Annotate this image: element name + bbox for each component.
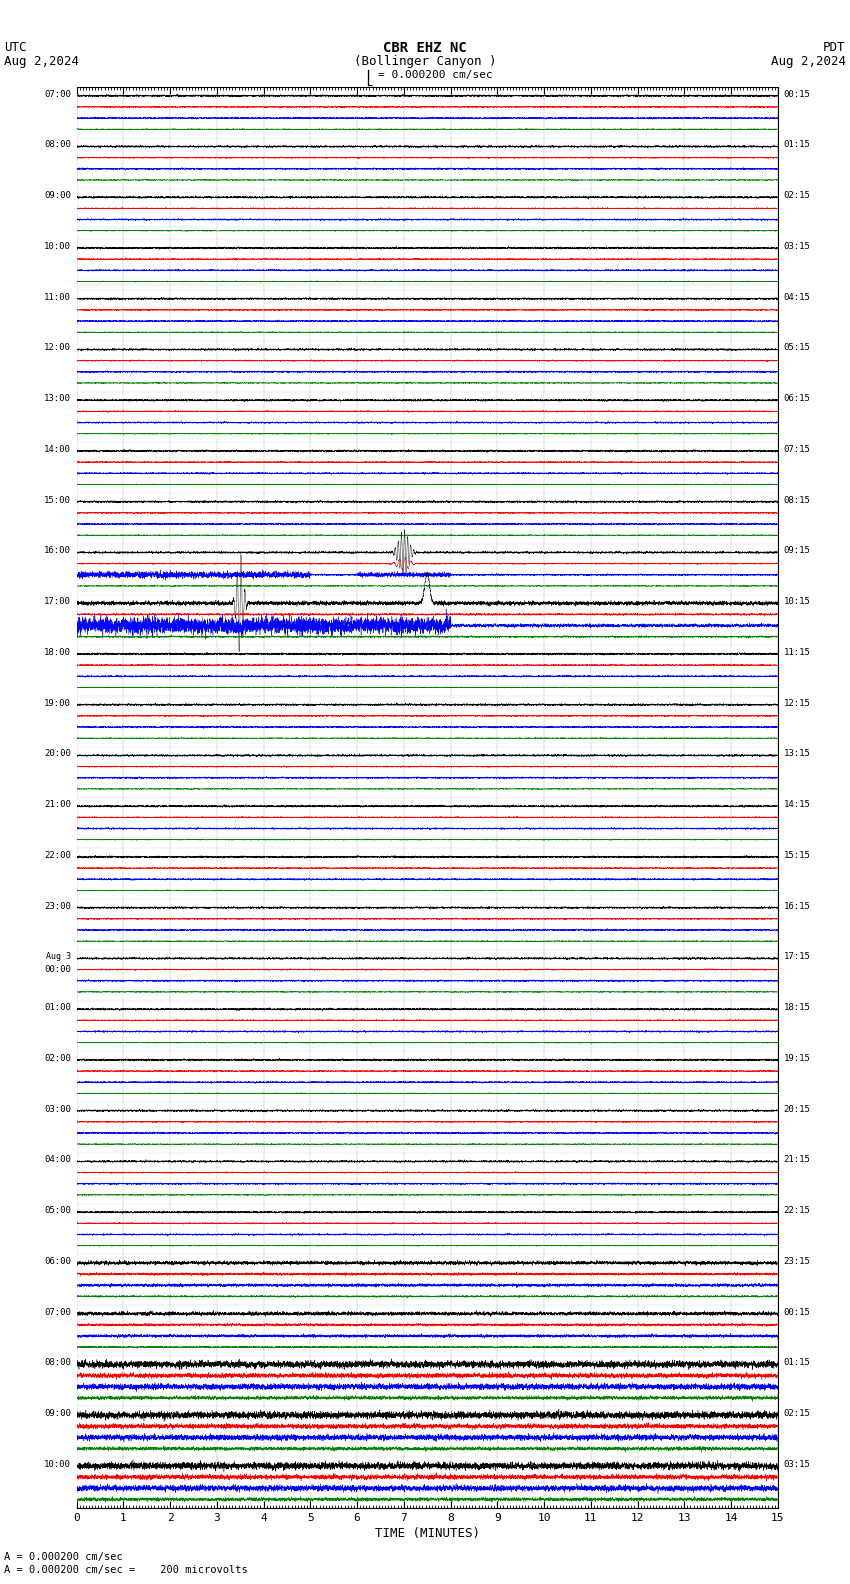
Text: A = 0.000200 cm/sec =    200 microvolts: A = 0.000200 cm/sec = 200 microvolts — [4, 1565, 248, 1574]
Text: 10:00: 10:00 — [44, 242, 71, 250]
Text: 00:15: 00:15 — [784, 1307, 810, 1316]
Text: 02:15: 02:15 — [784, 192, 810, 200]
Text: 21:15: 21:15 — [784, 1155, 810, 1164]
Text: 01:15: 01:15 — [784, 1357, 810, 1367]
Text: 14:00: 14:00 — [44, 445, 71, 455]
Text: 08:00: 08:00 — [44, 1357, 71, 1367]
Text: 02:15: 02:15 — [784, 1410, 810, 1418]
Text: Aug 2,2024: Aug 2,2024 — [771, 55, 846, 68]
Text: CBR EHZ NC: CBR EHZ NC — [383, 41, 467, 55]
Text: 20:15: 20:15 — [784, 1104, 810, 1114]
Text: 23:00: 23:00 — [44, 901, 71, 911]
Text: = 0.000200 cm/sec: = 0.000200 cm/sec — [378, 70, 493, 79]
Text: 13:15: 13:15 — [784, 749, 810, 759]
Text: 21:00: 21:00 — [44, 800, 71, 809]
Text: 15:15: 15:15 — [784, 851, 810, 860]
Text: 00:15: 00:15 — [784, 90, 810, 98]
Text: 17:15: 17:15 — [784, 952, 810, 961]
Text: 22:15: 22:15 — [784, 1205, 810, 1215]
Text: 04:00: 04:00 — [44, 1155, 71, 1164]
Text: 06:15: 06:15 — [784, 394, 810, 402]
X-axis label: TIME (MINUTES): TIME (MINUTES) — [375, 1527, 479, 1540]
Text: 02:00: 02:00 — [44, 1053, 71, 1063]
Text: 14:15: 14:15 — [784, 800, 810, 809]
Text: 08:00: 08:00 — [44, 141, 71, 149]
Text: 04:15: 04:15 — [784, 293, 810, 301]
Text: 08:15: 08:15 — [784, 496, 810, 505]
Text: 05:15: 05:15 — [784, 344, 810, 352]
Text: 22:00: 22:00 — [44, 851, 71, 860]
Text: 07:15: 07:15 — [784, 445, 810, 455]
Text: 03:00: 03:00 — [44, 1104, 71, 1114]
Text: PDT: PDT — [824, 41, 846, 54]
Text: 09:15: 09:15 — [784, 546, 810, 556]
Text: 20:00: 20:00 — [44, 749, 71, 759]
Text: 18:00: 18:00 — [44, 648, 71, 657]
Text: 16:15: 16:15 — [784, 901, 810, 911]
Text: 11:00: 11:00 — [44, 293, 71, 301]
Text: 05:00: 05:00 — [44, 1205, 71, 1215]
Text: 03:15: 03:15 — [784, 1460, 810, 1468]
Text: 11:15: 11:15 — [784, 648, 810, 657]
Text: 00:00: 00:00 — [44, 965, 71, 974]
Text: 12:15: 12:15 — [784, 699, 810, 708]
Text: (Bollinger Canyon ): (Bollinger Canyon ) — [354, 55, 496, 68]
Text: 03:15: 03:15 — [784, 242, 810, 250]
Text: 13:00: 13:00 — [44, 394, 71, 402]
Text: UTC: UTC — [4, 41, 26, 54]
Text: A = 0.000200 cm/sec: A = 0.000200 cm/sec — [4, 1552, 123, 1562]
Text: 12:00: 12:00 — [44, 344, 71, 352]
Text: 09:00: 09:00 — [44, 1410, 71, 1418]
Text: 19:15: 19:15 — [784, 1053, 810, 1063]
Text: 10:15: 10:15 — [784, 597, 810, 607]
Text: Aug 3: Aug 3 — [46, 952, 71, 961]
Text: ⎣: ⎣ — [366, 70, 374, 86]
Text: 16:00: 16:00 — [44, 546, 71, 556]
Text: 19:00: 19:00 — [44, 699, 71, 708]
Text: 07:00: 07:00 — [44, 90, 71, 98]
Text: 23:15: 23:15 — [784, 1256, 810, 1266]
Text: 01:15: 01:15 — [784, 141, 810, 149]
Text: Aug 2,2024: Aug 2,2024 — [4, 55, 79, 68]
Text: 06:00: 06:00 — [44, 1256, 71, 1266]
Text: 15:00: 15:00 — [44, 496, 71, 505]
Text: 07:00: 07:00 — [44, 1307, 71, 1316]
Text: 17:00: 17:00 — [44, 597, 71, 607]
Text: 09:00: 09:00 — [44, 192, 71, 200]
Text: 18:15: 18:15 — [784, 1003, 810, 1012]
Text: 10:00: 10:00 — [44, 1460, 71, 1468]
Text: 01:00: 01:00 — [44, 1003, 71, 1012]
